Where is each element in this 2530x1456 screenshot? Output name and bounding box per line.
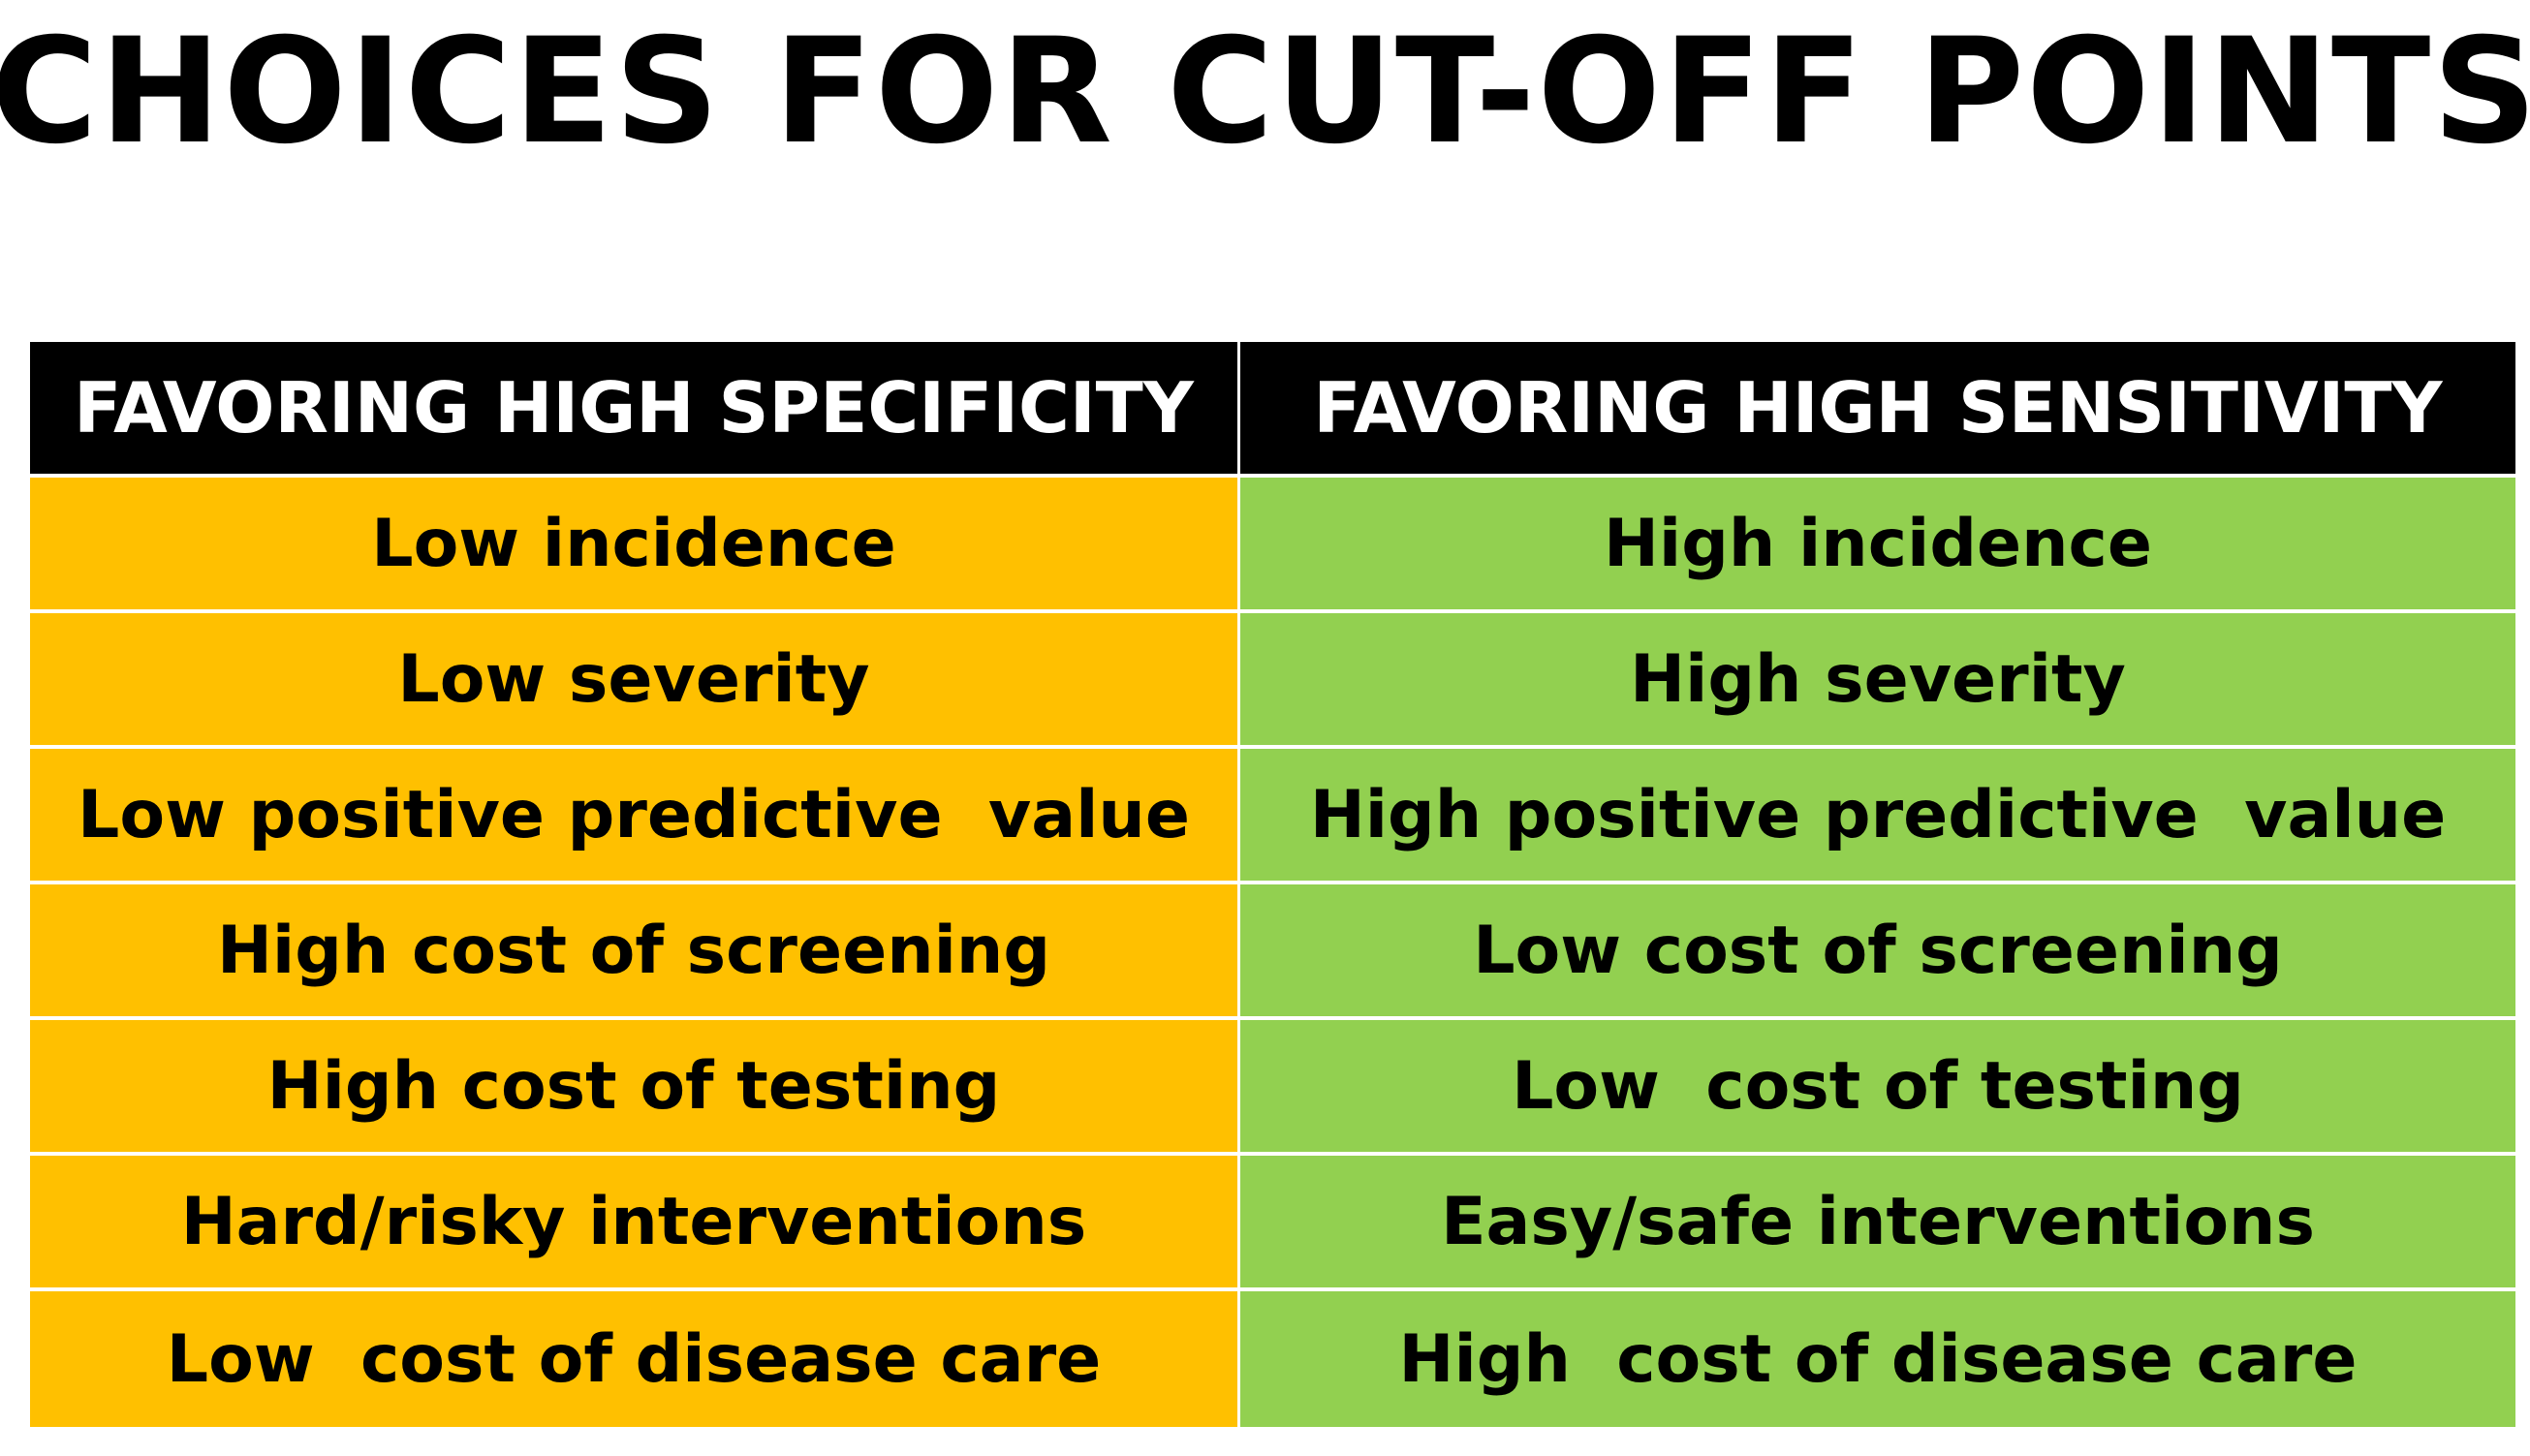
table-cell-specificity: Low cost of disease care <box>30 1291 1240 1427</box>
table-cell-sensitivity: High positive predictive value <box>1240 749 2515 884</box>
table-cell-specificity: High cost of screening <box>30 884 1240 1020</box>
page-title: CHOICES FOR CUT-OFF POINTS <box>0 8 2530 176</box>
table-cell-specificity: Low positive predictive value <box>30 749 1240 884</box>
header-sensitivity: FAVORING HIGH SENSITIVITY <box>1240 342 2515 478</box>
table-cell-specificity: Hard/risky interventions <box>30 1156 1240 1291</box>
cutoff-choices-table: FAVORING HIGH SPECIFICITY FAVORING HIGH … <box>30 342 2515 1427</box>
table-cell-sensitivity: High severity <box>1240 613 2515 749</box>
table-cell-sensitivity: High cost of disease care <box>1240 1291 2515 1427</box>
table-cell-sensitivity: Easy/safe interventions <box>1240 1156 2515 1291</box>
header-specificity: FAVORING HIGH SPECIFICITY <box>30 342 1240 478</box>
table-cell-sensitivity: Low cost of screening <box>1240 884 2515 1020</box>
table-cell-specificity: Low incidence <box>30 478 1240 613</box>
table-cell-specificity: High cost of testing <box>30 1020 1240 1156</box>
table-cell-sensitivity: Low cost of testing <box>1240 1020 2515 1156</box>
table-cell-specificity: Low severity <box>30 613 1240 749</box>
table-cell-sensitivity: High incidence <box>1240 478 2515 613</box>
